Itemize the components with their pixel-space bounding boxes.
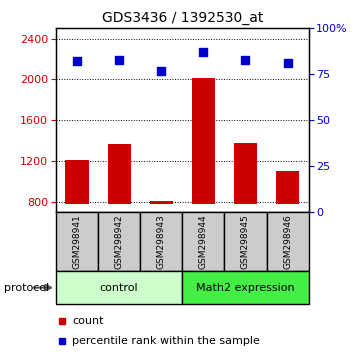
Text: protocol: protocol: [4, 282, 49, 293]
Text: GSM298945: GSM298945: [241, 214, 250, 269]
Text: Math2 expression: Math2 expression: [196, 282, 295, 293]
Text: percentile rank within the sample: percentile rank within the sample: [72, 336, 260, 346]
Text: GSM298943: GSM298943: [157, 214, 166, 269]
Bar: [65, 160, 88, 204]
Bar: [182, 212, 225, 271]
Bar: [98, 212, 140, 271]
Point: [158, 68, 164, 74]
Bar: [234, 143, 257, 204]
Text: GSM298942: GSM298942: [115, 214, 123, 269]
Text: count: count: [72, 316, 104, 326]
Bar: [150, 201, 173, 204]
Bar: [140, 212, 182, 271]
Bar: [108, 144, 131, 204]
Text: GSM298944: GSM298944: [199, 214, 208, 269]
Point: [285, 61, 291, 66]
Bar: [182, 271, 309, 304]
Bar: [192, 79, 215, 204]
Point: [116, 57, 122, 62]
Point: [200, 50, 206, 55]
Text: GSM298941: GSM298941: [73, 214, 82, 269]
Bar: [56, 271, 182, 304]
Bar: [225, 212, 266, 271]
Point: [243, 57, 248, 62]
Bar: [266, 212, 309, 271]
Text: GSM298946: GSM298946: [283, 214, 292, 269]
Bar: [56, 212, 98, 271]
Point: [74, 59, 80, 64]
Title: GDS3436 / 1392530_at: GDS3436 / 1392530_at: [101, 11, 263, 24]
Text: control: control: [100, 282, 138, 293]
Bar: [276, 171, 299, 204]
